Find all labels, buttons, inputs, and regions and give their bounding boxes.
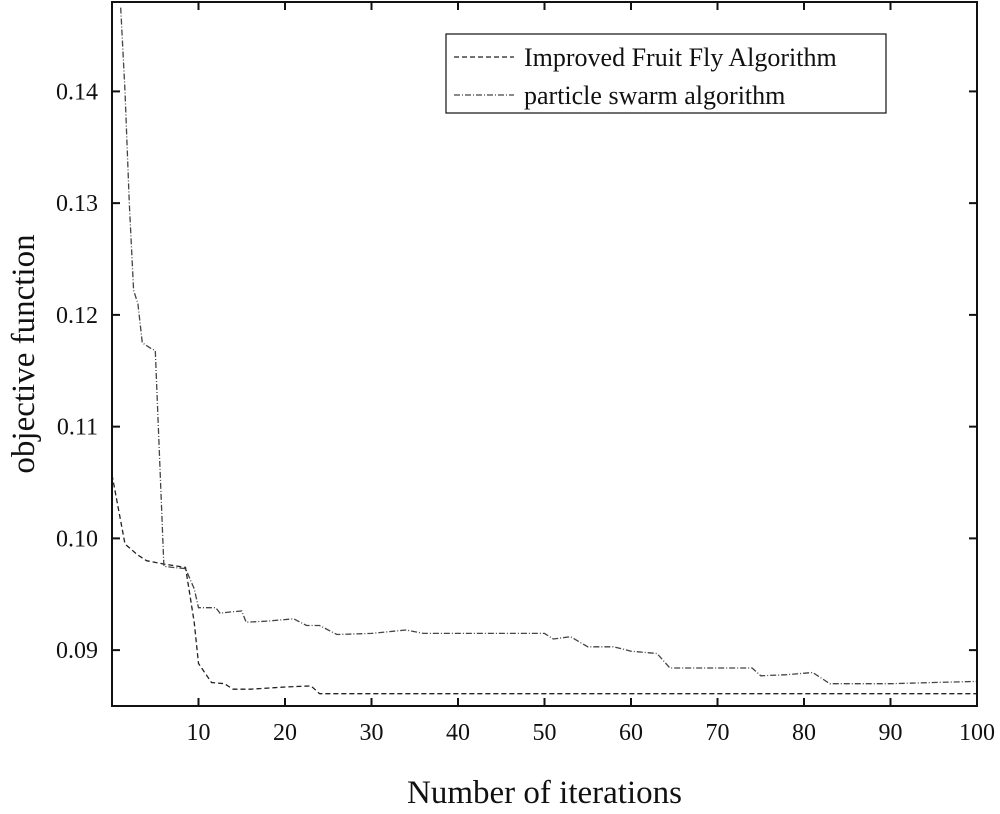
x-tick-label: 30 — [360, 720, 384, 746]
x-tick-label: 80 — [792, 720, 816, 746]
series-line-2 — [120, 7, 978, 685]
y-axis-title: objective function — [6, 234, 42, 473]
legend-box — [445, 33, 887, 114]
x-tick-label: 60 — [619, 720, 643, 746]
legend-label-2: particle swarm algorithm — [524, 81, 785, 110]
y-tick-label: 0.12 — [56, 303, 98, 329]
x-tick-label: 10 — [187, 720, 211, 746]
y-tick-label: 0.09 — [56, 638, 98, 664]
series-line-1 — [111, 474, 977, 695]
x-tick-label: 40 — [446, 720, 470, 746]
y-tick-label: 0.14 — [56, 79, 98, 105]
legend: Improved Fruit Fly Algorithm particle swa… — [445, 33, 887, 114]
x-tick-label: 100 — [959, 720, 995, 746]
series-layer — [111, 7, 978, 695]
y-tick-label: 0.13 — [56, 191, 98, 217]
x-tick-label: 50 — [533, 720, 557, 746]
x-tick-label: 90 — [879, 720, 903, 746]
x-tick-label: 70 — [706, 720, 730, 746]
y-tick-label: 0.10 — [56, 526, 98, 552]
x-axis-title: Number of iterations — [407, 775, 682, 811]
x-tick-label: 20 — [273, 720, 297, 746]
axes-layer: 10 20 30 40 50 60 70 80 90 100 0.09 0.10 0.11 0.12 0.1… — [56, 1, 995, 746]
y-tick-label: 0.11 — [57, 415, 98, 441]
legend-label-1: Improved Fruit Fly Algorithm — [524, 43, 837, 72]
